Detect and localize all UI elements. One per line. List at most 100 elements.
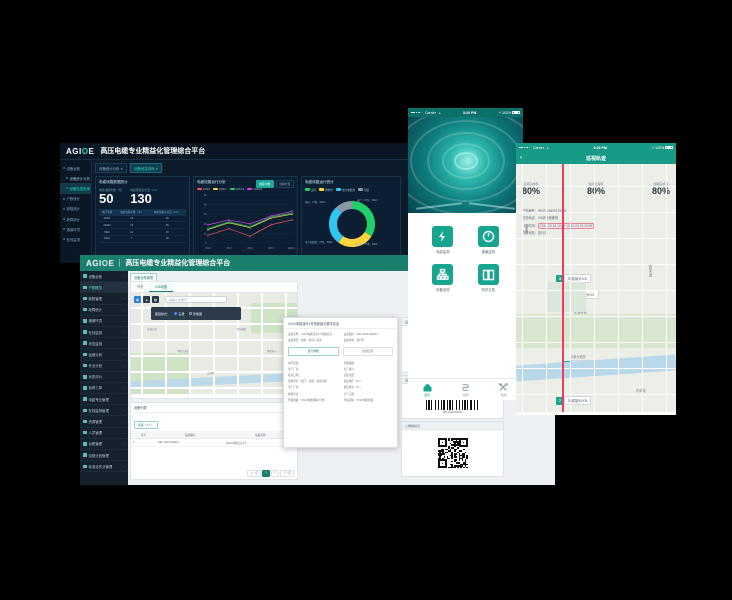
chevron-right-icon: › xyxy=(124,430,125,435)
tabbar-item-0[interactable]: 首页 xyxy=(408,379,446,400)
menu-icon xyxy=(83,285,87,290)
sidebar-item-16[interactable]: 巡视计划管理 › xyxy=(80,450,128,462)
qr-cell xyxy=(454,459,456,461)
sidebar-item-4[interactable]: 通道环境 › xyxy=(80,316,128,327)
sidebar-item-17[interactable]: 标准化作业管理 › xyxy=(80,461,128,473)
app-tile-3[interactable]: 知识文档 xyxy=(470,264,508,292)
toggle-0[interactable]: 线路条数 xyxy=(255,180,274,188)
svg-text:20: 20 xyxy=(204,222,207,225)
bullet-icon xyxy=(66,187,68,190)
gauge-icon[interactable] xyxy=(477,226,499,247)
qr-cell xyxy=(454,454,456,456)
dashboard-tabstrip[interactable]: 设备统计分析 ✕ 设备信息查询 ✕ xyxy=(95,163,417,173)
sidebar-item-9[interactable]: 状态评价 › xyxy=(80,372,128,383)
chart-toggle-buttons[interactable]: 线路条数 线路长度 xyxy=(255,180,294,188)
road-h xyxy=(516,342,676,344)
radio-vector[interactable]: 矢量 xyxy=(174,312,185,316)
sidebar-item-13[interactable]: 资源管理 › xyxy=(80,416,128,428)
page-0[interactable]: 上一页 xyxy=(247,469,261,477)
dashboard-sidebar[interactable]: 设备台账 设备统计分析 设备信息查询 户数统计 缺陷统计 故障统计 通道环境 在线监测 xyxy=(60,160,92,263)
book-icon[interactable] xyxy=(477,264,499,285)
sidebar-item-7[interactable]: 在线监测 xyxy=(60,234,91,244)
detail-field-7: 额定电压（kV）： xyxy=(343,380,364,384)
sidebar-item-8[interactable]: 作业计划 › xyxy=(80,361,128,372)
chevron-left-icon[interactable]: ‹ xyxy=(520,155,522,161)
page-3[interactable]: 下一页 xyxy=(280,469,294,477)
map-marker-4[interactable]: 7 电缆接头005 xyxy=(556,396,592,405)
layers-icon[interactable]: ▣ xyxy=(134,296,141,303)
map-search-input[interactable]: 请输入关键字 xyxy=(165,296,227,303)
tab-1[interactable]: 设备信息查询 ✕ xyxy=(130,163,163,173)
filter-button[interactable]: 筛选（1个） xyxy=(134,421,158,429)
qr-cell xyxy=(458,450,460,452)
sidebar-item-2[interactable]: 缺陷管理 › xyxy=(80,293,128,305)
sidebar-item-15[interactable]: 台账管理 › xyxy=(80,439,128,450)
qr-cell xyxy=(442,451,444,453)
app-tile-0[interactable]: 电缆监测 xyxy=(424,226,462,254)
sidebar-item-2[interactable]: 设备信息查询 xyxy=(60,183,91,194)
dialog-buttons[interactable]: 运行参数 运维记录 xyxy=(284,345,397,359)
sidebar-item-10[interactable]: 检修工单 › xyxy=(80,383,128,395)
close-icon[interactable]: ✕ xyxy=(154,166,159,171)
qr-cell xyxy=(454,460,456,462)
close-icon[interactable]: ✕ xyxy=(119,166,124,171)
sidebar-item-3[interactable]: 户数统计 xyxy=(60,194,91,204)
tab-0[interactable]: 设备统计分析 ✕ xyxy=(95,163,128,173)
qr-cell xyxy=(466,454,468,456)
page-1[interactable]: 1 xyxy=(262,469,270,477)
dialog-button-0[interactable]: 运行参数 xyxy=(288,346,339,356)
sidebar-item-11[interactable]: 电缆专业管理 › xyxy=(80,394,128,406)
road-label-3: 科技大道 xyxy=(648,264,652,277)
sidebar-item-12[interactable]: 在线监测管理 › xyxy=(80,405,128,417)
app-sidebar[interactable]: 设备台账 › 户数概览 › 缺陷管理 › 故障统计 › 通道环境 › 在线监测 › 状态监测 › 运维计划 ›… xyxy=(80,271,128,485)
sidebar-item-6[interactable]: 状态监测 › xyxy=(80,338,128,350)
panel-tab-1[interactable]: GIS地图 xyxy=(149,282,174,292)
sidebar-item-1[interactable]: 户数概览 › xyxy=(80,282,128,294)
sidebar-item-1[interactable]: 设备统计分析 xyxy=(60,173,91,183)
pagination[interactable]: 上一页 1 2 下一页 xyxy=(247,469,294,477)
page-2[interactable]: 2 xyxy=(271,469,279,477)
panel-tabstrip[interactable]: 列表 GIS地图 xyxy=(131,282,297,293)
logo-tail: E xyxy=(88,146,95,156)
sidebar-item-5[interactable]: 在线监测 › xyxy=(80,327,128,339)
bolt-icon[interactable] xyxy=(432,226,454,247)
bullet-icon xyxy=(63,167,65,170)
bullet-icon xyxy=(66,177,68,180)
sidebar-item-7[interactable]: 运维计划 › xyxy=(80,349,128,361)
sidebar-item-14[interactable]: 人员管理 › xyxy=(80,428,128,439)
layer-mode-popup[interactable]: 图层模式： 矢量 影像图 xyxy=(151,307,241,320)
sidebar-item-5[interactable]: 故障统计 xyxy=(60,214,91,224)
map-toolbar[interactable]: ▣ ▲ ▦ xyxy=(134,296,159,303)
legend-swatch xyxy=(319,188,325,191)
qr-cell xyxy=(454,456,456,458)
app-tile-2[interactable]: 设备巡测 xyxy=(424,264,462,292)
legend-swatch xyxy=(247,187,253,191)
sidebar-item-0[interactable]: 设备台账 xyxy=(60,163,91,173)
tabbar-item-1[interactable]: 巡视 xyxy=(446,379,484,400)
stat-label: 超期完成率 xyxy=(653,182,669,186)
bullet-icon xyxy=(63,207,65,210)
radio-imagery[interactable]: 影像图 xyxy=(188,312,202,316)
map-label-4: 体育中心 xyxy=(267,350,277,353)
sidebar-item-0[interactable]: 设备台账 › xyxy=(80,271,128,283)
polygon-icon[interactable]: ▲ xyxy=(143,296,150,303)
bottom-tabbar[interactable]: 首页 巡视 检修 xyxy=(408,378,523,400)
qr-cell xyxy=(439,453,441,455)
map-canvas[interactable]: ▣ ▲ ▦ 请输入关键字 图层模式： 矢量 影像图 东湖大道 中新大道东 江滨路 科技… xyxy=(131,293,297,394)
tabbar-item-2[interactable]: 检修 xyxy=(485,379,523,400)
stat-value: 80% xyxy=(522,186,541,196)
dialog-button-1[interactable]: 运维记录 xyxy=(342,346,393,356)
toggle-1[interactable]: 线路长度 xyxy=(275,180,294,188)
grid-icon[interactable]: ▦ xyxy=(152,296,159,303)
network-icon[interactable] xyxy=(432,264,454,285)
sidebar-item-label: 缺陷管理 xyxy=(88,296,103,301)
summary-field-3: 设备状态：运行中 xyxy=(343,338,365,342)
sidebar-item-3[interactable]: 故障统计 › xyxy=(80,305,128,316)
battery-icon xyxy=(665,145,673,150)
patrol-map[interactable]: 巡视完成率 80% 缺陷处理率 80% 超期完成率 80% 任务编号：WO20206311… xyxy=(516,164,676,412)
sidebar-item-4[interactable]: 缺陷统计 xyxy=(60,204,91,214)
sidebar-item-6[interactable]: 通道环境 xyxy=(60,224,91,234)
app-grid[interactable]: 电缆监测 通道监测 设备巡测 知识文档 xyxy=(408,213,523,302)
app-tile-1[interactable]: 通道监测 xyxy=(470,226,508,254)
panel-tab-0[interactable]: 列表 xyxy=(137,285,144,289)
